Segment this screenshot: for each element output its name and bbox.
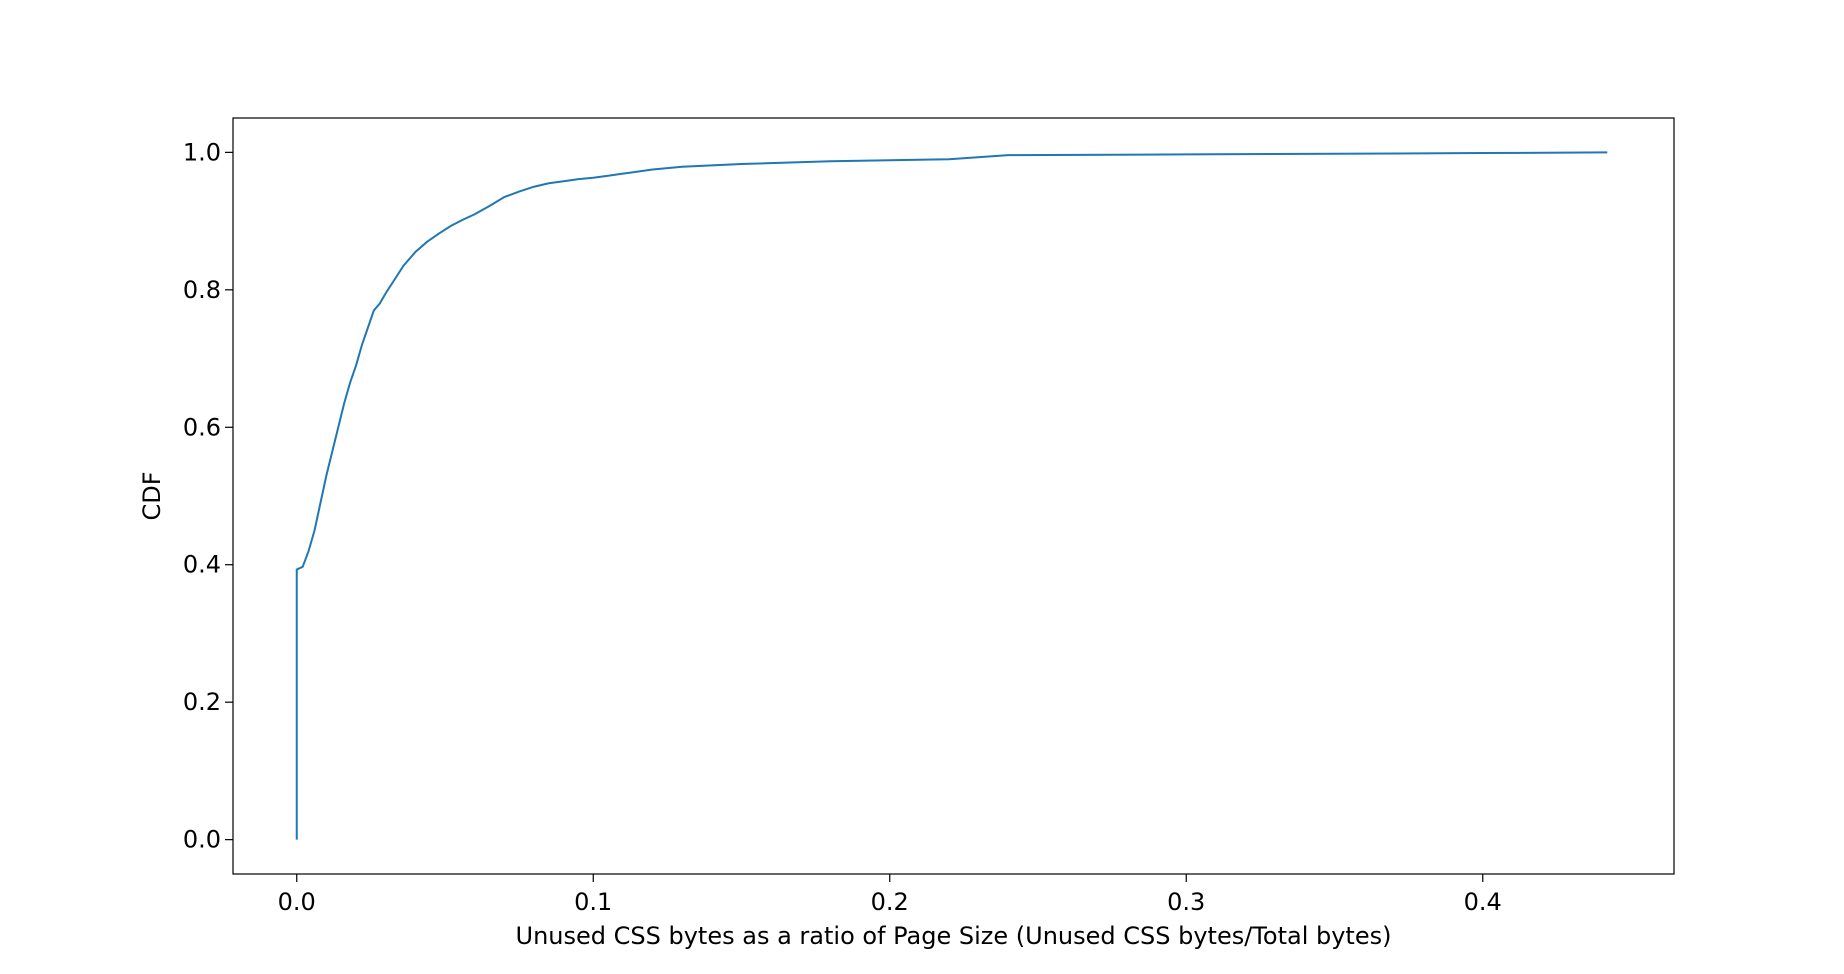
- x-axis-label: Unused CSS bytes as a ratio of Page Size…: [516, 922, 1392, 950]
- y-tick-label: 1.0: [183, 138, 221, 166]
- y-axis-label: CDF: [138, 471, 166, 520]
- x-axis-ticks: 0.0 0.1 0.2 0.3 0.4: [278, 874, 1502, 916]
- y-tick-label: 0.4: [183, 551, 221, 579]
- y-tick-label: 0.2: [183, 688, 221, 716]
- x-tick-label: 0.2: [871, 888, 909, 916]
- y-tick-label: 0.8: [183, 276, 221, 304]
- cdf-series-line: [295, 151, 1608, 840]
- x-tick-label: 0.0: [278, 888, 316, 916]
- y-tick-label: 0.0: [183, 826, 221, 854]
- x-tick-label: 0.1: [574, 888, 612, 916]
- x-tick-label: 0.4: [1464, 888, 1502, 916]
- y-tick-label: 0.6: [183, 413, 221, 441]
- y-axis-ticks: 0.0 0.2 0.4 0.6 0.8 1.0: [183, 138, 233, 854]
- plot-area-frame: [232, 117, 1675, 875]
- x-tick-label: 0.3: [1167, 888, 1205, 916]
